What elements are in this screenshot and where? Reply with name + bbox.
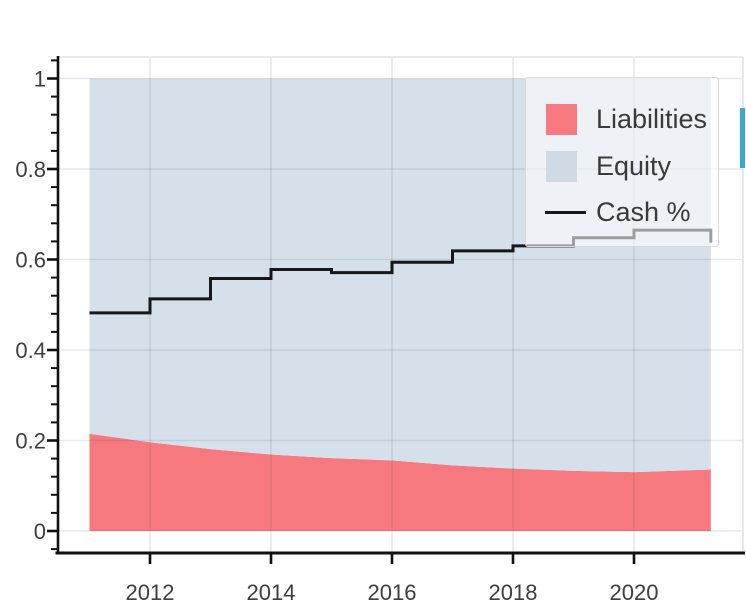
y-tick-label: 0.2 [15, 429, 46, 454]
liabilities-area [89, 433, 711, 531]
legend-label-cash: Cash % [596, 197, 691, 227]
x-tick-label: 2012 [126, 580, 175, 605]
equity-swatch-icon [546, 151, 577, 182]
axes-group [47, 56, 745, 564]
y-tick-label: 0 [34, 519, 46, 544]
legend-label-equity: Equity [596, 151, 672, 181]
liabilities-swatch-icon [546, 104, 577, 135]
scrollbar-thumb[interactable] [740, 108, 745, 168]
x-tick-label: 2020 [610, 580, 659, 605]
y-tick-label: 1 [34, 67, 46, 92]
legend: Liabilities Equity Cash % [525, 77, 719, 247]
cash-line-sample-icon [545, 211, 586, 214]
y-tick-label: 0.8 [15, 157, 46, 182]
x-tick-label: 2016 [368, 580, 417, 605]
tick-labels-group: 0 0.2 0.4 0.6 0.8 1 2012 2014 2016 2018 2020 [15, 67, 658, 606]
y-tick-label: 0.6 [15, 248, 46, 273]
x-tick-label: 2014 [247, 580, 296, 605]
y-tick-label: 0.4 [15, 338, 46, 363]
legend-item-equity: Equity [526, 151, 718, 182]
legend-label-liabilities: Liabilities [596, 104, 708, 134]
x-tick-label: 2018 [489, 580, 538, 605]
legend-item-cash: Cash % [526, 197, 718, 228]
legend-item-liabilities: Liabilities [526, 104, 718, 135]
